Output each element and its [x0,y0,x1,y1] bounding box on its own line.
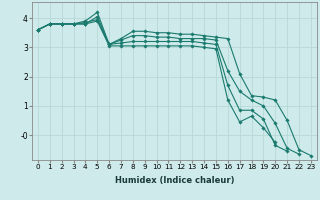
X-axis label: Humidex (Indice chaleur): Humidex (Indice chaleur) [115,176,234,185]
